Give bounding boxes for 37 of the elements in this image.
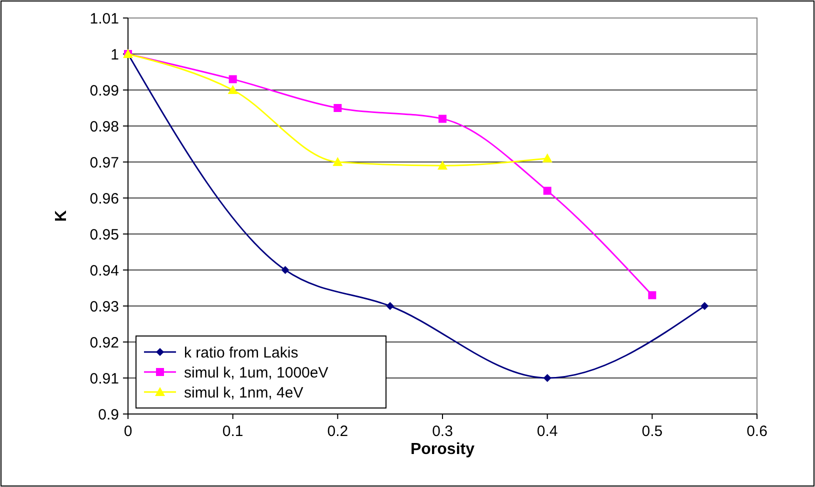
point xyxy=(438,160,448,170)
y-tick-label: 0.93 xyxy=(90,298,119,316)
point xyxy=(542,153,552,162)
point xyxy=(334,104,342,112)
point xyxy=(543,186,552,195)
y-tick-label: 0.99 xyxy=(90,82,119,100)
y-tick-label: 0.91 xyxy=(90,370,119,388)
point xyxy=(543,374,552,382)
y-tick-label: 1 xyxy=(110,46,119,64)
y-tick-label: 0.92 xyxy=(90,334,119,352)
y-tick-label: 1.01 xyxy=(90,10,119,28)
y-tick-label: 0.95 xyxy=(90,226,119,244)
y-tick-label: 0.98 xyxy=(90,118,119,136)
point xyxy=(332,157,343,166)
point xyxy=(700,302,709,310)
y-tick-label: 0.97 xyxy=(90,154,119,172)
y-tick-label: 0.96 xyxy=(90,190,119,208)
x-tick-label: 0.1 xyxy=(222,423,244,440)
y-tick-label: 0.9 xyxy=(98,406,119,424)
point xyxy=(648,291,656,300)
legend-label: simul k, 1um, 1000eV xyxy=(184,364,328,382)
x-tick-label: 0 xyxy=(124,423,132,440)
y-axis-title: K xyxy=(53,210,70,222)
point xyxy=(281,266,290,274)
x-tick-label: 0.2 xyxy=(327,423,348,440)
x-tick-label: 0.5 xyxy=(642,423,663,440)
point xyxy=(438,114,446,123)
point xyxy=(228,85,238,94)
legend-label: simul k, 1nm, 4eV xyxy=(184,384,304,402)
x-tick-label: 0.4 xyxy=(536,423,558,440)
legend-label: k ratio from Lakis xyxy=(184,344,298,362)
point xyxy=(228,75,237,84)
y-tick-label: 0.94 xyxy=(90,262,119,280)
point xyxy=(386,302,394,310)
x-tick-label: 0.3 xyxy=(432,423,453,440)
x-tick-label: 0.6 xyxy=(746,423,768,440)
x-axis-title: Porosity xyxy=(410,441,475,458)
